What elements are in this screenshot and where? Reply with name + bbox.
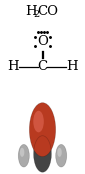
Circle shape <box>56 144 67 167</box>
Circle shape <box>29 103 56 157</box>
Circle shape <box>34 136 51 172</box>
Circle shape <box>36 141 43 156</box>
Text: 2: 2 <box>34 10 40 19</box>
Text: H: H <box>66 61 78 73</box>
Text: CO: CO <box>37 5 58 18</box>
Circle shape <box>33 111 44 132</box>
Circle shape <box>20 148 24 157</box>
Text: H: H <box>7 61 19 73</box>
Text: C: C <box>37 61 48 73</box>
Text: O: O <box>37 35 48 48</box>
Text: H: H <box>26 5 37 18</box>
Circle shape <box>57 148 62 157</box>
Circle shape <box>18 144 29 167</box>
